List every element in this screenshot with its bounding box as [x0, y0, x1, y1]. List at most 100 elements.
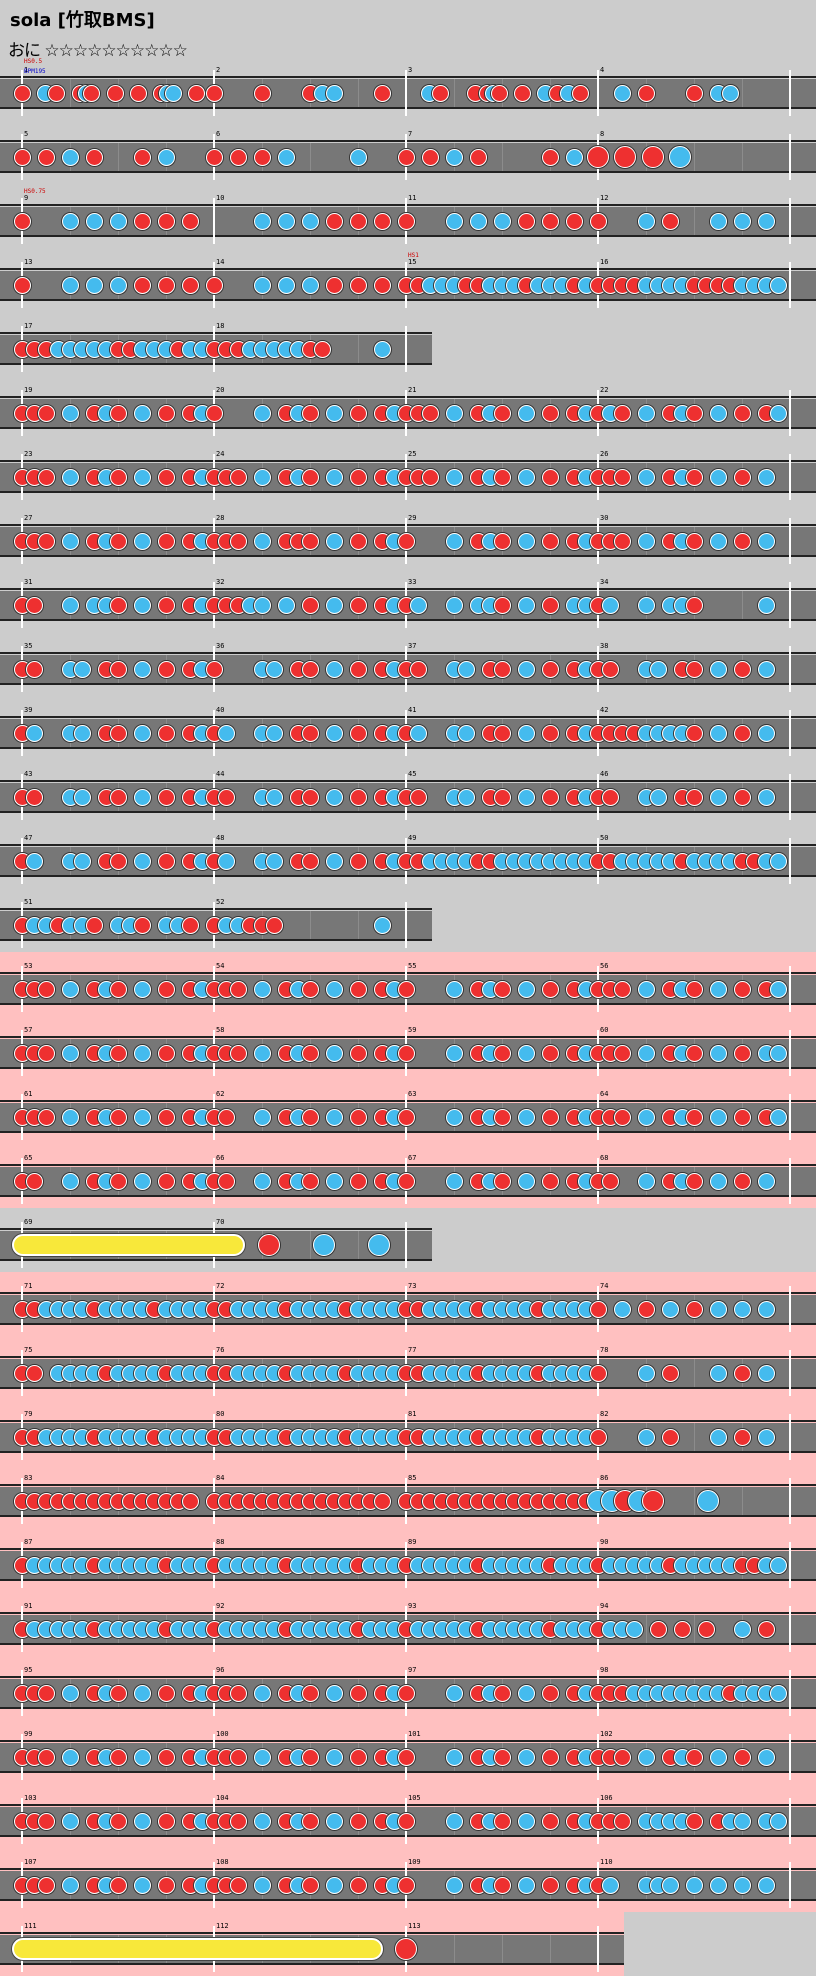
don-note — [733, 532, 751, 550]
ka-note — [709, 1748, 727, 1766]
lane-border — [0, 1612, 816, 1614]
measure-number: 97 — [408, 1666, 417, 1674]
measure-number: 88 — [216, 1538, 225, 1546]
ka-note — [445, 404, 463, 422]
don-note — [157, 532, 175, 550]
don-note — [541, 1684, 559, 1702]
don-note — [13, 212, 31, 230]
lane-border — [0, 716, 816, 718]
chart-row: 51 52 — [0, 888, 432, 952]
ka-note — [721, 84, 739, 102]
measure-number: 23 — [24, 450, 33, 458]
ka-note — [757, 1876, 775, 1894]
chart-row: 57 58 59 60 — [0, 1016, 816, 1080]
beat-line — [358, 911, 359, 939]
ka-note — [445, 1172, 463, 1190]
don-note — [685, 404, 703, 422]
don-note — [37, 1876, 55, 1894]
measure-barline — [597, 1926, 599, 1972]
don-note — [349, 724, 367, 742]
lane-border — [0, 811, 816, 813]
don-note — [157, 276, 175, 294]
ka-note — [133, 1684, 151, 1702]
don-note — [493, 1812, 511, 1830]
chart-row: 43 44 45 46 — [0, 760, 816, 824]
ka-note — [517, 1172, 535, 1190]
ka-note — [669, 146, 692, 168]
ka-note — [349, 148, 367, 166]
measure-number: 35 — [24, 642, 33, 650]
ka-note — [709, 1044, 727, 1062]
measure-number: 7 — [408, 130, 413, 138]
ka-note — [661, 1876, 679, 1894]
don-note — [325, 212, 343, 230]
don-note — [157, 1108, 175, 1126]
lane-border — [0, 299, 816, 301]
measure-barline — [789, 838, 791, 884]
ka-note — [445, 1108, 463, 1126]
don-note — [188, 84, 206, 102]
don-note — [157, 1876, 175, 1894]
beat-line — [70, 79, 71, 107]
don-note — [397, 980, 415, 998]
ka-note — [277, 596, 295, 614]
don-note — [157, 660, 175, 678]
don-note — [490, 84, 508, 102]
don-note — [301, 468, 319, 486]
ka-note — [312, 1234, 335, 1256]
don-note — [349, 660, 367, 678]
ka-note — [757, 788, 775, 806]
don-note — [349, 468, 367, 486]
lane-border — [0, 588, 816, 590]
lane-border — [0, 1195, 816, 1197]
ka-note — [517, 724, 535, 742]
measure-number: 92 — [216, 1602, 225, 1610]
ka-note — [253, 276, 271, 294]
beat-line — [694, 1359, 695, 1387]
measure-number: 6 — [216, 130, 221, 138]
measure-number: 42 — [600, 706, 609, 714]
measure-number: 79 — [24, 1410, 33, 1418]
don-note — [685, 1044, 703, 1062]
don-note — [493, 596, 511, 614]
ka-note — [517, 788, 535, 806]
measure-number: 2 — [216, 66, 221, 74]
don-note — [733, 1044, 751, 1062]
don-note — [349, 1044, 367, 1062]
lane-border — [0, 1932, 624, 1934]
don-note — [229, 1876, 247, 1894]
chart-row: 9 10 11 12 — [0, 184, 816, 248]
measure-barline — [789, 454, 791, 500]
ka-note — [325, 532, 343, 550]
don-note — [541, 212, 559, 230]
don-note — [397, 1876, 415, 1894]
don-note — [395, 1938, 417, 1960]
measure-barline — [405, 1222, 407, 1268]
ka-note — [637, 980, 655, 998]
ka-note — [61, 532, 79, 550]
lane-border — [0, 939, 432, 941]
don-note — [685, 468, 703, 486]
don-note — [157, 596, 175, 614]
don-note — [733, 404, 751, 422]
ka-note — [709, 660, 727, 678]
ka-note — [517, 1748, 535, 1766]
lane-border — [0, 1131, 816, 1133]
measure-barline — [789, 1862, 791, 1908]
measure-number: 51 — [24, 898, 33, 906]
don-note — [109, 980, 127, 998]
ka-note — [25, 724, 43, 742]
don-note — [733, 724, 751, 742]
beat-line — [310, 911, 311, 939]
don-note — [613, 1108, 631, 1126]
ka-note — [709, 724, 727, 742]
chart-row: 27 28 29 30 — [0, 504, 816, 568]
measure-number: 12 — [600, 194, 609, 202]
measure-barline — [789, 1542, 791, 1588]
ka-note — [637, 468, 655, 486]
don-note — [409, 788, 427, 806]
measure-barline — [789, 1094, 791, 1140]
measure-number: 68 — [600, 1154, 609, 1162]
don-note — [205, 148, 223, 166]
lane-border — [0, 619, 816, 621]
